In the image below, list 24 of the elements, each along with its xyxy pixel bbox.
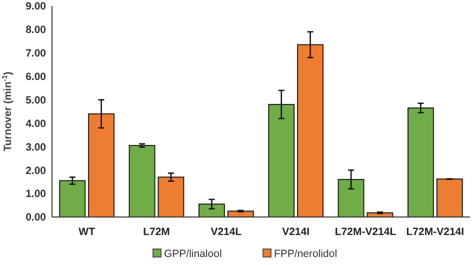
x-tick-label: V214L bbox=[210, 226, 242, 238]
y-tick-label: 8.00 bbox=[26, 24, 46, 36]
x-tick-label: V214I bbox=[282, 226, 310, 238]
legend-label: FPP/nerolidol bbox=[274, 248, 338, 260]
bar bbox=[407, 107, 434, 218]
y-tick-label: 7.00 bbox=[26, 48, 46, 60]
bar bbox=[128, 144, 156, 218]
y-tick-label: 2.00 bbox=[26, 164, 46, 177]
y-tick-label: 5.00 bbox=[26, 94, 46, 106]
bar bbox=[59, 180, 86, 218]
y-tick-label: 0.00 bbox=[26, 212, 46, 224]
bar bbox=[198, 204, 225, 218]
bar bbox=[158, 176, 184, 218]
y-tick-label: 1.00 bbox=[26, 188, 46, 200]
y-tick-label: 9.00 bbox=[26, 0, 46, 13]
x-tick-label: L72M bbox=[143, 226, 170, 238]
y-tick-label: 3.00 bbox=[26, 141, 46, 154]
y-tick-label: 6.00 bbox=[26, 71, 46, 84]
y-tick-label: 4.00 bbox=[26, 118, 46, 130]
bar bbox=[436, 178, 463, 218]
legend-label: GPP/linalool bbox=[164, 248, 222, 260]
x-tick-label: WT bbox=[78, 226, 96, 238]
x-tick-label: L72M-V214L bbox=[334, 226, 397, 238]
x-tick-label: L72M-V214I bbox=[406, 226, 464, 238]
